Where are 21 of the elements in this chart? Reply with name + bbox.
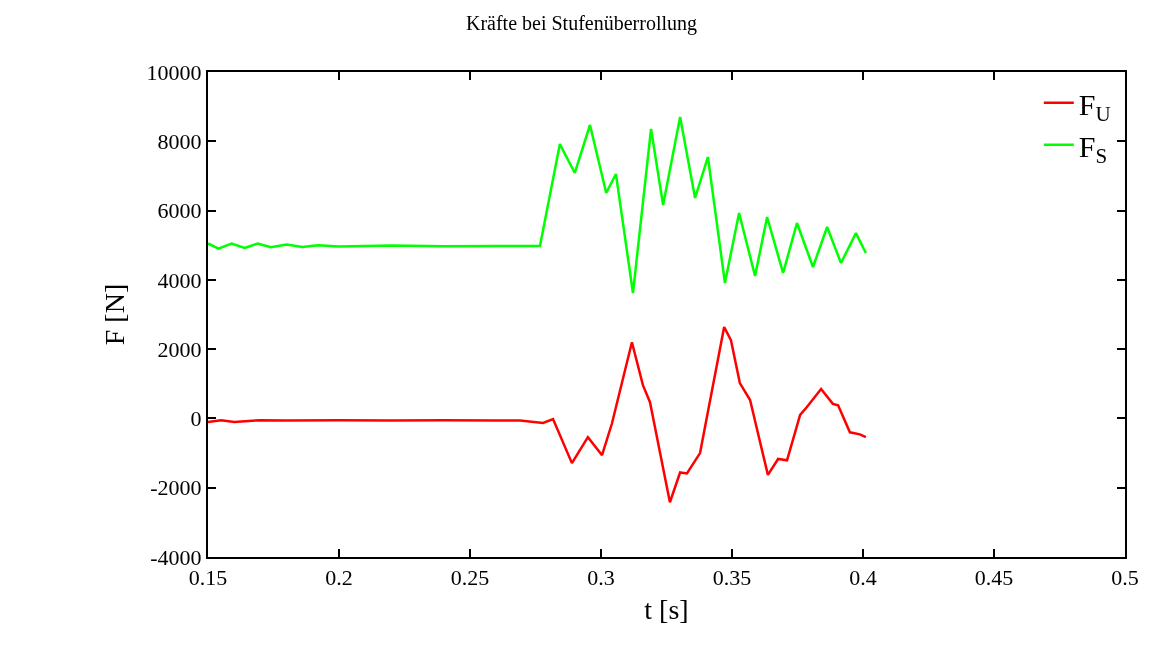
y-tick-label: 10000 <box>146 59 202 85</box>
line-series <box>208 325 868 504</box>
y-tick-label: 2000 <box>157 336 202 362</box>
x-tick-label: 0.35 <box>712 565 752 591</box>
y-tick-label: 0 <box>190 406 202 432</box>
x-tick-label: 0.25 <box>450 565 490 591</box>
y-tick-label: 8000 <box>157 128 202 154</box>
y-tick-label: 4000 <box>157 267 202 293</box>
y-tick-label: -2000 <box>150 475 202 501</box>
x-tick-label: 0.2 <box>325 565 353 591</box>
line-series <box>208 115 868 295</box>
chart-title: Kräfte bei Stufenüberrollung <box>465 12 698 36</box>
x-tick-label: 0.3 <box>587 565 615 591</box>
x-tick-label: 0.4 <box>849 565 877 591</box>
y-axis-title: F [N] <box>98 283 130 346</box>
x-tick-label: 0.45 <box>974 565 1014 591</box>
legend-label: F$_{U}$ <box>1078 87 1111 126</box>
legend-label: F$_{S}$ <box>1078 129 1108 168</box>
x-tick-label: 0.5 <box>1111 565 1139 591</box>
x-axis-title: t [s] <box>644 594 689 625</box>
y-tick-label: 6000 <box>157 198 202 224</box>
